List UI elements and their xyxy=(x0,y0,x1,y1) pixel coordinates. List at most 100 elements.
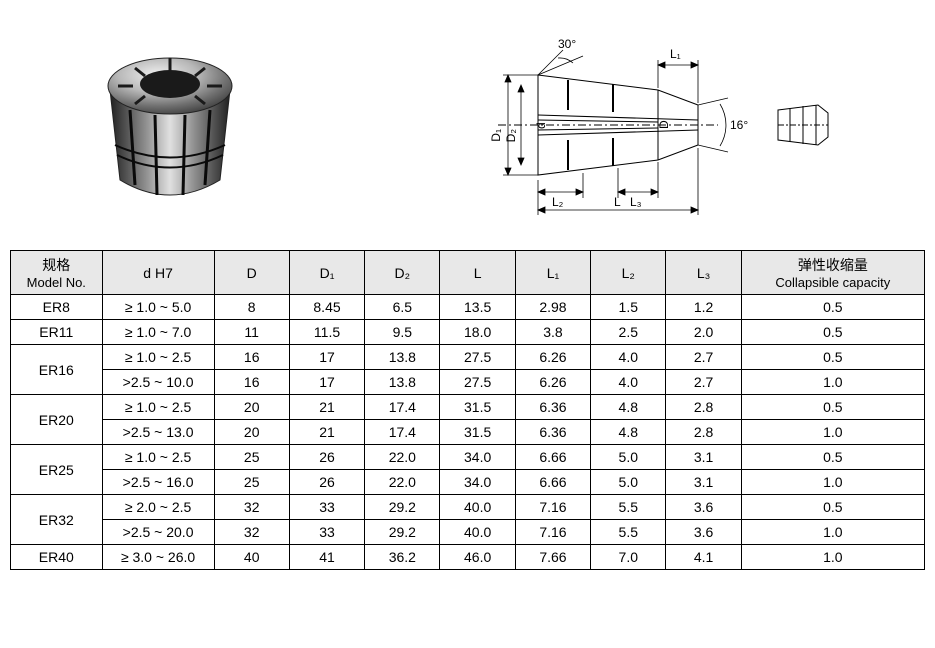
dim-L: L xyxy=(614,195,621,209)
table-row: >2.5 ~ 10.0161713.827.56.264.02.71.0 xyxy=(11,370,925,395)
cell-L2: 5.0 xyxy=(591,470,666,495)
table-header-row: 规格 Model No. d H7 D D₁ D₂ L L₁ L₂ L₃ 弹性收… xyxy=(11,251,925,295)
cell-model: ER25 xyxy=(11,445,103,495)
th-L2: L₂ xyxy=(591,251,666,295)
cell-D: 25 xyxy=(214,445,289,470)
cell-L: 13.5 xyxy=(440,295,515,320)
cell-L2: 1.5 xyxy=(591,295,666,320)
cell-D: 20 xyxy=(214,395,289,420)
dim-L1: L₁ xyxy=(670,47,681,61)
cell-L2: 4.8 xyxy=(591,395,666,420)
cell-c: 0.5 xyxy=(741,395,924,420)
cell-D1: 21 xyxy=(289,395,364,420)
cell-dh7: ≥ 1.0 ~ 2.5 xyxy=(102,445,214,470)
cell-D: 16 xyxy=(214,370,289,395)
cell-D1: 17 xyxy=(289,370,364,395)
cell-L1: 7.16 xyxy=(515,495,590,520)
cell-D2: 36.2 xyxy=(365,545,440,570)
cell-L1: 3.8 xyxy=(515,320,590,345)
th-D2: D₂ xyxy=(365,251,440,295)
cell-L1: 7.66 xyxy=(515,545,590,570)
th-L3: L₃ xyxy=(666,251,741,295)
cell-model: ER11 xyxy=(11,320,103,345)
cell-D: 8 xyxy=(214,295,289,320)
table-row: ER16≥ 1.0 ~ 2.5161713.827.56.264.02.70.5 xyxy=(11,345,925,370)
angle-30-label: 30° xyxy=(558,37,576,51)
table-row: >2.5 ~ 16.0252622.034.06.665.03.11.0 xyxy=(11,470,925,495)
cell-c: 1.0 xyxy=(741,545,924,570)
cell-D: 40 xyxy=(214,545,289,570)
cell-D2: 22.0 xyxy=(365,470,440,495)
cell-L2: 7.0 xyxy=(591,545,666,570)
cell-L3: 3.1 xyxy=(666,470,741,495)
cell-L3: 2.8 xyxy=(666,420,741,445)
cell-D1: 33 xyxy=(289,495,364,520)
cell-dh7: >2.5 ~ 13.0 xyxy=(102,420,214,445)
cell-dh7: ≥ 1.0 ~ 5.0 xyxy=(102,295,214,320)
th-model: 规格 Model No. xyxy=(11,251,103,295)
cell-c: 1.0 xyxy=(741,420,924,445)
cell-L1: 6.36 xyxy=(515,420,590,445)
cell-L3: 3.6 xyxy=(666,495,741,520)
dim-D1: D₁ xyxy=(489,129,503,142)
cell-D2: 29.2 xyxy=(365,495,440,520)
cell-D2: 13.8 xyxy=(365,370,440,395)
th-collapse: 弹性收缩量 Collapsible capacity xyxy=(741,251,924,295)
cell-D2: 17.4 xyxy=(365,420,440,445)
th-L1: L₁ xyxy=(515,251,590,295)
cell-L1: 6.66 xyxy=(515,445,590,470)
collet-photo xyxy=(10,30,330,220)
cell-L2: 4.8 xyxy=(591,420,666,445)
cell-L3: 4.1 xyxy=(666,545,741,570)
cell-L: 27.5 xyxy=(440,345,515,370)
cell-L3: 3.1 xyxy=(666,445,741,470)
cell-model: ER32 xyxy=(11,495,103,545)
cell-L: 27.5 xyxy=(440,370,515,395)
cell-dh7: ≥ 1.0 ~ 2.5 xyxy=(102,345,214,370)
cell-L2: 4.0 xyxy=(591,370,666,395)
table-row: ER20≥ 1.0 ~ 2.5202117.431.56.364.82.80.5 xyxy=(11,395,925,420)
cell-D1: 11.5 xyxy=(289,320,364,345)
cell-model: ER16 xyxy=(11,345,103,395)
cell-L3: 1.2 xyxy=(666,295,741,320)
cell-D1: 17 xyxy=(289,345,364,370)
angle-16-label: 16° xyxy=(730,118,748,132)
cell-L2: 5.5 xyxy=(591,520,666,545)
cell-dh7: >2.5 ~ 16.0 xyxy=(102,470,214,495)
cell-D2: 13.8 xyxy=(365,345,440,370)
cell-L: 18.0 xyxy=(440,320,515,345)
cell-D: 32 xyxy=(214,495,289,520)
cell-L2: 5.0 xyxy=(591,445,666,470)
cell-L2: 5.5 xyxy=(591,495,666,520)
dim-D: D xyxy=(657,120,671,129)
spec-table: 规格 Model No. d H7 D D₁ D₂ L L₁ L₂ L₃ 弹性收… xyxy=(10,250,925,570)
cell-L1: 2.98 xyxy=(515,295,590,320)
cell-model: ER40 xyxy=(11,545,103,570)
th-L: L xyxy=(440,251,515,295)
cell-L1: 6.26 xyxy=(515,370,590,395)
table-row: >2.5 ~ 20.0323329.240.07.165.53.61.0 xyxy=(11,520,925,545)
cell-L3: 2.8 xyxy=(666,395,741,420)
cell-L2: 4.0 xyxy=(591,345,666,370)
cell-L2: 2.5 xyxy=(591,320,666,345)
cell-D2: 9.5 xyxy=(365,320,440,345)
cell-D: 11 xyxy=(214,320,289,345)
cell-dh7: >2.5 ~ 10.0 xyxy=(102,370,214,395)
cell-D2: 22.0 xyxy=(365,445,440,470)
dim-D2: D₂ xyxy=(504,129,518,143)
cell-L: 34.0 xyxy=(440,470,515,495)
cell-L1: 6.66 xyxy=(515,470,590,495)
table-row: ER11≥ 1.0 ~ 7.01111.59.518.03.82.52.00.5 xyxy=(11,320,925,345)
table-row: ER32≥ 2.0 ~ 2.5323329.240.07.165.53.60.5 xyxy=(11,495,925,520)
th-D1: D₁ xyxy=(289,251,364,295)
cell-c: 1.0 xyxy=(741,470,924,495)
table-row: ER40≥ 3.0 ~ 26.0404136.246.07.667.04.11.… xyxy=(11,545,925,570)
cell-dh7: ≥ 1.0 ~ 7.0 xyxy=(102,320,214,345)
cell-D2: 29.2 xyxy=(365,520,440,545)
cell-L: 40.0 xyxy=(440,495,515,520)
top-section: 30° 16° D₁ D₂ xyxy=(10,10,925,240)
cell-L3: 2.7 xyxy=(666,345,741,370)
cell-L: 34.0 xyxy=(440,445,515,470)
cell-model: ER20 xyxy=(11,395,103,445)
th-D: D xyxy=(214,251,289,295)
